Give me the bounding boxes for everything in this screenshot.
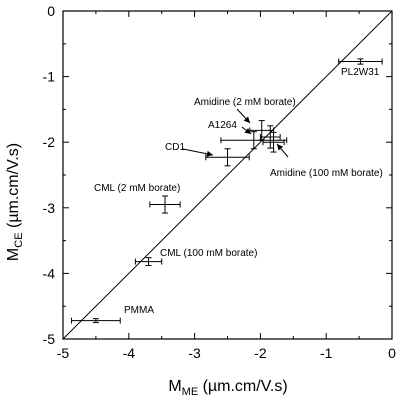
y-tick-label: -3 <box>43 200 56 216</box>
y-axis-title: MCE (µm.cm/V.s) <box>5 143 25 261</box>
point-annotation: CD1 <box>165 142 185 153</box>
data-point <box>205 148 250 167</box>
annotation-arrow-head <box>243 116 250 123</box>
point-annotation: Amidine (100 mM borate) <box>270 168 383 179</box>
data-point <box>338 58 383 65</box>
y-axis-title-subscript: CE <box>13 232 25 247</box>
point-annotation: CML (100 mM borate) <box>160 248 257 259</box>
point-annotation: A1264 <box>208 120 237 131</box>
x-axis-title-subscript: ME <box>182 386 199 398</box>
annotation-arrow-head <box>244 127 251 134</box>
point-annotation: PL2W31 <box>341 67 380 78</box>
x-tick-label: -4 <box>123 345 136 361</box>
x-tick-label: 0 <box>388 345 396 361</box>
y-axis-title-main: M <box>5 248 22 261</box>
y-tick-label: 0 <box>47 3 55 19</box>
point-annotation: CML (2 mM borate) <box>94 183 180 194</box>
y-tick-label: -5 <box>43 331 56 347</box>
point-annotation: PMMA <box>124 305 154 316</box>
data-point <box>220 131 288 150</box>
x-tick-label: -5 <box>57 345 70 361</box>
x-axis-title-main: M <box>168 378 181 395</box>
data-point <box>262 131 285 153</box>
annotation-arrow-head <box>206 150 213 157</box>
annotation-arrow-head <box>277 144 284 151</box>
y-tick-label: -2 <box>43 134 56 150</box>
data-point <box>134 257 163 267</box>
data-point <box>149 195 181 214</box>
y-axis-title-unit: (µm.cm/V.s) <box>5 143 22 233</box>
point-annotation: Amidine (2 mM borate) <box>194 97 296 108</box>
x-tick-label: -1 <box>320 345 333 361</box>
x-axis-title: MME (µm.cm/V.s) <box>168 378 287 398</box>
x-axis-title-unit: (µm.cm/V.s) <box>198 378 288 395</box>
y-tick-label: -4 <box>43 265 56 281</box>
y-tick-label: -1 <box>43 69 56 85</box>
x-tick-label: -2 <box>254 345 267 361</box>
data-point <box>71 317 121 324</box>
data-point <box>259 125 281 149</box>
identity-line <box>62 10 393 340</box>
x-tick-label: -3 <box>188 345 201 361</box>
